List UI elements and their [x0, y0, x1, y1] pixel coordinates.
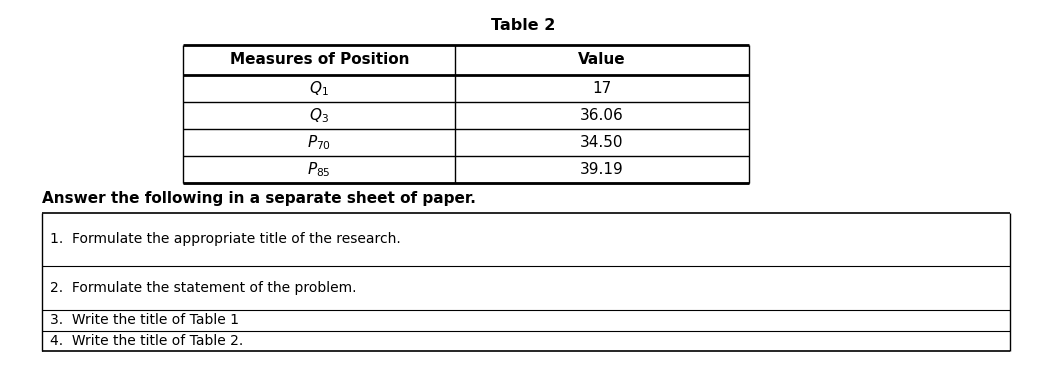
Text: Value: Value	[578, 52, 626, 67]
Text: 34.50: 34.50	[580, 135, 624, 150]
Text: $P_{85}$: $P_{85}$	[308, 160, 331, 179]
Text: $Q_1$: $Q_1$	[310, 79, 329, 98]
Text: 17: 17	[593, 81, 611, 96]
Text: 4.  Write the title of Table 2.: 4. Write the title of Table 2.	[50, 334, 243, 348]
Text: Answer the following in a separate sheet of paper.: Answer the following in a separate sheet…	[42, 191, 475, 206]
Text: 39.19: 39.19	[580, 162, 624, 177]
Text: Measures of Position: Measures of Position	[229, 52, 409, 67]
Text: 36.06: 36.06	[580, 108, 624, 123]
Text: 3.  Write the title of Table 1: 3. Write the title of Table 1	[50, 313, 239, 327]
Text: Table 2: Table 2	[491, 18, 556, 33]
Text: 1.  Formulate the appropriate title of the research.: 1. Formulate the appropriate title of th…	[50, 232, 401, 246]
Text: $Q_3$: $Q_3$	[310, 106, 329, 125]
Text: 2.  Formulate the statement of the problem.: 2. Formulate the statement of the proble…	[50, 281, 356, 295]
Text: $P_{70}$: $P_{70}$	[307, 133, 332, 152]
